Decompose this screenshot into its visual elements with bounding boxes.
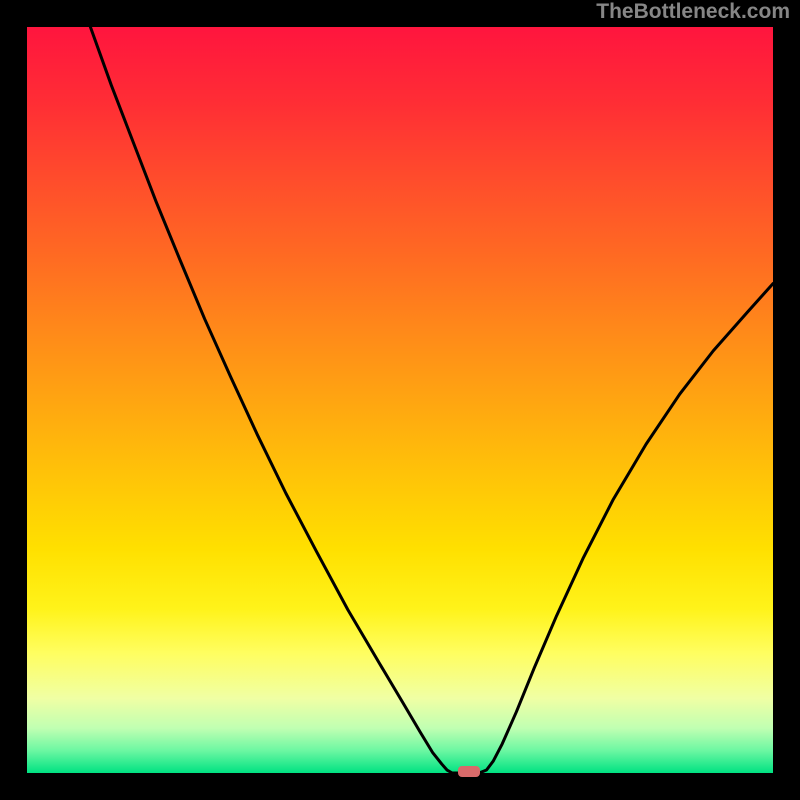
plot-area [27,27,773,773]
optimal-point-marker [458,766,480,777]
bottleneck-curve [27,27,773,773]
chart-container: TheBottleneck.com [0,0,800,800]
watermark-text: TheBottleneck.com [596,0,790,24]
